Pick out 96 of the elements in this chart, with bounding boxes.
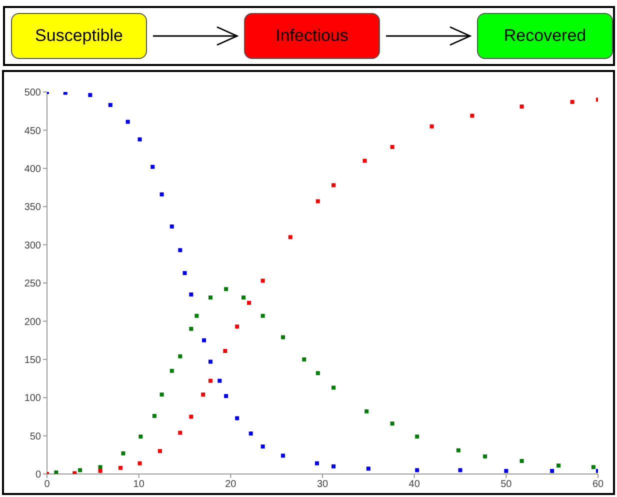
point <box>63 92 68 95</box>
x-tick-label: 0 <box>44 479 50 490</box>
point <box>160 192 164 196</box>
point <box>138 434 143 439</box>
point <box>550 468 554 473</box>
point <box>316 199 320 204</box>
point <box>189 326 194 331</box>
point <box>202 338 206 342</box>
point <box>456 448 460 452</box>
point <box>178 248 182 252</box>
x-tick-label: 30 <box>316 479 328 490</box>
y-tick-label: 150 <box>24 354 42 366</box>
point <box>281 454 286 458</box>
point <box>260 314 265 318</box>
point <box>98 468 102 473</box>
point <box>126 120 130 124</box>
point <box>332 183 336 188</box>
point <box>242 296 246 300</box>
point <box>72 471 77 474</box>
point <box>288 235 292 240</box>
point <box>78 468 82 472</box>
point <box>302 357 306 362</box>
point <box>390 145 394 150</box>
point <box>248 432 253 436</box>
point <box>54 470 58 474</box>
point <box>260 444 265 448</box>
point <box>235 416 240 420</box>
point <box>520 459 524 464</box>
text: Susceptible <box>35 26 123 46</box>
point <box>189 292 194 296</box>
point <box>224 287 228 292</box>
y-tick-label: 300 <box>24 240 42 252</box>
x-tick-label: 10 <box>133 479 145 490</box>
point <box>570 100 574 104</box>
point <box>470 114 474 118</box>
point <box>208 296 212 300</box>
point <box>483 454 488 458</box>
point <box>316 371 320 376</box>
point <box>158 449 162 454</box>
point <box>223 348 228 353</box>
y-tick-label: 500 <box>24 88 42 99</box>
y-tick-label: 200 <box>24 316 42 328</box>
point <box>178 430 182 435</box>
point <box>235 324 240 329</box>
text: Recovered <box>504 26 586 46</box>
point <box>458 468 462 472</box>
point <box>194 314 199 318</box>
point <box>218 378 222 383</box>
x-tick-label: 60 <box>592 479 604 490</box>
y-tick-label: 400 <box>24 164 42 175</box>
point <box>208 378 212 383</box>
point <box>415 468 420 472</box>
point <box>98 465 102 470</box>
point <box>556 464 561 468</box>
point <box>138 461 142 466</box>
point <box>366 466 370 471</box>
y-tick-label: 0 <box>35 470 42 481</box>
point <box>189 414 194 419</box>
point <box>314 461 319 466</box>
y-tick-label: 50 <box>30 431 42 442</box>
y-tick-label: 350 <box>24 202 42 214</box>
point <box>504 468 508 473</box>
point <box>178 354 182 358</box>
point <box>170 224 174 228</box>
x-tick-label: 20 <box>225 479 237 490</box>
point <box>520 104 524 109</box>
text: Infectious <box>276 26 348 46</box>
y-tick-label: 250 <box>24 278 42 290</box>
y-tick-label: 100 <box>24 393 42 404</box>
point <box>160 392 164 397</box>
point <box>224 394 228 398</box>
x-tick-label: 40 <box>408 479 420 490</box>
point <box>208 360 212 364</box>
point <box>332 464 336 468</box>
point <box>108 102 112 107</box>
x-tick-label: 50 <box>500 479 512 490</box>
point <box>170 368 174 373</box>
point <box>430 124 434 128</box>
point <box>138 137 142 142</box>
point <box>121 451 126 456</box>
y-tick-label: 450 <box>24 126 42 137</box>
point <box>415 434 420 439</box>
point <box>332 386 336 390</box>
point <box>152 414 156 418</box>
point <box>591 465 596 470</box>
point <box>260 278 265 283</box>
point <box>390 422 394 426</box>
point <box>247 300 252 305</box>
point <box>150 164 155 169</box>
point <box>182 271 187 276</box>
point <box>201 392 206 397</box>
point <box>364 409 369 414</box>
point <box>281 335 286 340</box>
point <box>88 93 92 98</box>
point <box>362 158 367 163</box>
point <box>118 466 122 470</box>
